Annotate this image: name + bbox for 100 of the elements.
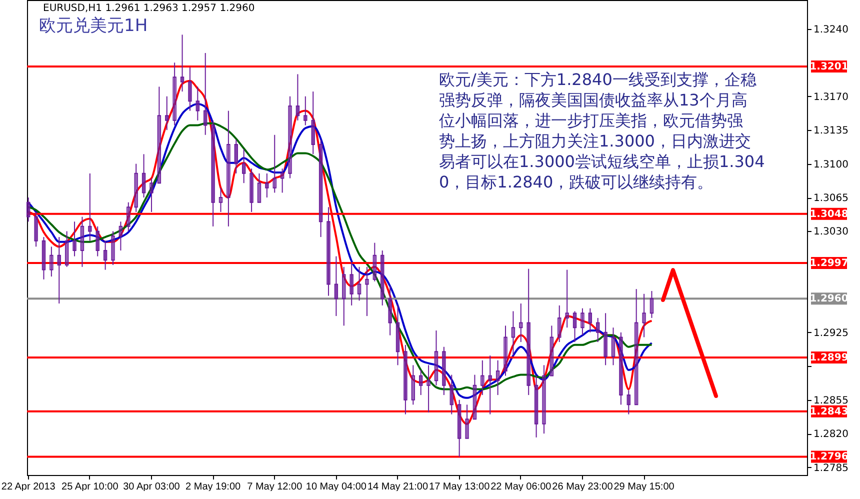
candlestick — [250, 168, 254, 212]
candlestick — [34, 211, 38, 248]
candlestick — [296, 74, 300, 121]
candlestick — [450, 374, 454, 415]
candlestick — [72, 221, 76, 257]
candlestick — [496, 360, 500, 396]
candlestick — [64, 230, 69, 268]
candlestick — [126, 202, 130, 232]
candlestick — [619, 332, 623, 406]
candlestick — [111, 230, 115, 266]
candlestick — [226, 110, 230, 227]
y-tick-label: 1.3170 — [814, 92, 848, 103]
candlestick — [188, 66, 192, 112]
candlestick — [280, 168, 284, 194]
candlestick — [326, 206, 330, 296]
candlestick — [642, 293, 646, 338]
y-tick-label: 1.2785 — [814, 462, 848, 474]
candlestick — [180, 34, 184, 92]
candlestick — [234, 139, 238, 174]
candlestick — [542, 364, 546, 434]
candlestick — [172, 62, 176, 126]
candlestick — [565, 269, 569, 328]
candlestick — [457, 399, 462, 458]
candlestick — [480, 360, 484, 396]
candlestick — [265, 172, 269, 198]
ref-line-label: 1.2997 — [810, 258, 848, 270]
y-tick-label: 1.3240 — [814, 24, 848, 36]
candlestick — [88, 172, 92, 242]
candlestick — [342, 266, 346, 326]
candlestick — [604, 312, 608, 366]
candlestick — [50, 246, 54, 278]
text: 欧元兑美元1H — [39, 16, 148, 36]
candlestick — [472, 374, 477, 420]
candlestick — [526, 268, 530, 396]
candlestick — [572, 310, 577, 343]
candlestick — [550, 325, 554, 376]
candlestick — [357, 266, 362, 302]
candlestick — [318, 139, 323, 238]
candlestick — [218, 187, 223, 212]
candlestick — [311, 91, 315, 155]
candlestick — [488, 355, 492, 415]
ref-line-label: 1.2796 — [810, 452, 848, 463]
candlestick — [257, 172, 262, 203]
candlestick — [150, 178, 154, 212]
candlestick — [211, 120, 215, 227]
candlestick — [204, 52, 208, 136]
ref-line-label: 1.2899 — [810, 352, 848, 364]
candlestick — [142, 154, 146, 198]
candlestick — [380, 250, 384, 306]
y-tick-label: 1.3065 — [814, 193, 848, 204]
chart-subtitle: EURUSD,H1 1.2961 1.2963 1.2957 1.2960 — [43, 3, 255, 14]
candlestick — [465, 404, 469, 439]
candlestick — [419, 369, 423, 396]
candlestick — [272, 134, 276, 194]
candlestick — [634, 288, 638, 406]
candlestick — [42, 236, 46, 280]
candlestick — [26, 197, 30, 222]
candlestick — [588, 308, 592, 333]
candlestick — [334, 256, 338, 317]
candlestick — [103, 240, 108, 270]
candlestick — [350, 262, 354, 306]
candlestick — [411, 364, 415, 406]
candlestick — [242, 148, 246, 184]
candlestick — [534, 375, 538, 438]
candlestick — [558, 304, 562, 343]
y-tick-label: 1.2855 — [814, 395, 848, 406]
candlestick — [611, 327, 616, 366]
candlestick — [442, 346, 446, 396]
candlestick — [580, 308, 584, 336]
candlestick — [165, 96, 169, 131]
candlestick — [519, 303, 523, 343]
candlestick — [118, 221, 123, 252]
y-tick-label: 1.2925 — [814, 328, 848, 339]
ref-line-label: 1.3048 — [810, 208, 848, 220]
candlestick — [365, 266, 369, 317]
ref-line-label: 1.2960 — [810, 294, 848, 305]
candlestick — [157, 86, 162, 184]
candlestick — [388, 286, 392, 336]
candlestick — [396, 304, 400, 366]
candlestick — [404, 344, 408, 415]
candlestick — [304, 96, 308, 126]
candlestick — [134, 163, 138, 212]
candlestick — [650, 290, 654, 318]
candlestick — [372, 242, 377, 282]
candlestick — [196, 86, 200, 121]
y-tick-label: 1.3030 — [814, 226, 848, 238]
candlestick — [426, 364, 430, 413]
candlestick — [511, 310, 516, 356]
candlestick — [96, 226, 100, 257]
candlestick — [288, 96, 292, 179]
candlestick — [596, 317, 600, 343]
y-tick-label: 1.3100 — [814, 159, 848, 170]
y-tick-label: 1.2820 — [814, 429, 848, 440]
annotation: 欧元/美元：下方1.2840一线受到支撑，企稳强势反弹，隔夜美国国债收益率从13个月高位小幅回落，进一步打压美指，欧元借势强势上扬，上方阻力关注1.3000，日内激进交易者可以在1.3000尝试短线空单，止损1.3040，目标1.2840，跌破可以继续持有。 — [439, 70, 765, 192]
ref-line-label: 1.2843 — [810, 406, 848, 418]
candlestick — [57, 236, 61, 304]
y-tick-label: 1.3135 — [814, 126, 848, 137]
candlestick — [504, 325, 508, 376]
candlestick — [434, 330, 438, 386]
candlestick — [626, 390, 630, 415]
